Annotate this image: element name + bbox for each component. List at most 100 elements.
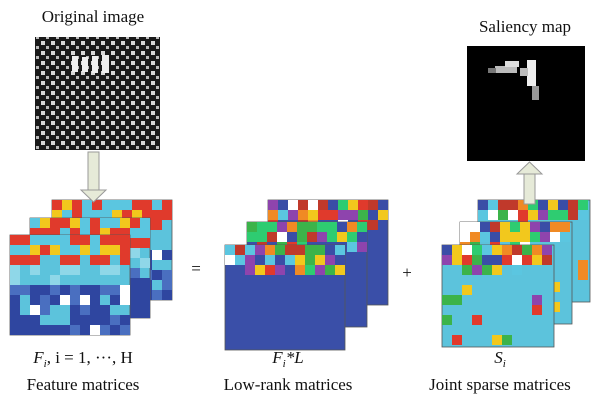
matrix-cell xyxy=(482,245,492,255)
matrix-cell xyxy=(60,255,70,265)
matrix-cell xyxy=(488,210,498,220)
matrix-cell xyxy=(442,255,452,265)
matrix-cell xyxy=(295,265,305,275)
matrix-cell xyxy=(498,210,508,220)
matrix-cell xyxy=(80,218,90,228)
sparse-caption: Joint sparse matrices xyxy=(429,375,571,394)
matrix-cell xyxy=(532,245,542,255)
matrix-cell xyxy=(265,255,275,265)
matrix-cell xyxy=(490,222,500,232)
matrix-cell xyxy=(297,232,307,242)
matrix-cell xyxy=(10,245,20,255)
matrix-cell xyxy=(40,218,50,228)
matrix-cell xyxy=(335,265,345,275)
matrix-cell xyxy=(325,245,335,255)
matrix-cell xyxy=(488,200,498,210)
matrix-cell xyxy=(255,245,265,255)
matrix-cell xyxy=(70,265,80,275)
matrix-cell xyxy=(82,200,92,210)
matrix-cell xyxy=(327,232,337,242)
matrix-cell xyxy=(268,200,278,210)
matrix-cell xyxy=(100,325,110,335)
matrix-cell xyxy=(277,232,287,242)
matrix-cell xyxy=(317,222,327,232)
sparse-symbol: Si xyxy=(494,348,506,370)
matrix-cell xyxy=(578,270,588,280)
matrix-cell xyxy=(335,245,345,255)
matrix-cell xyxy=(60,235,70,245)
matrix-cell xyxy=(110,315,120,325)
matrix-cell xyxy=(462,285,472,295)
matrix-cell xyxy=(520,232,530,242)
matrix-cell xyxy=(295,255,305,265)
matrix-cell xyxy=(337,232,347,242)
matrix-cell xyxy=(508,210,518,220)
matrix-cell xyxy=(142,200,152,210)
matrix-cell xyxy=(140,218,150,228)
matrix-cell xyxy=(478,200,488,210)
matrix-cell xyxy=(130,268,140,278)
matrix-cell xyxy=(357,222,367,232)
matrix-cell xyxy=(285,245,295,255)
matrix-cell xyxy=(480,222,490,232)
matrix-cell xyxy=(325,265,335,275)
low-rank-symbol: Fi*L xyxy=(271,348,303,370)
matrix-cell xyxy=(442,245,452,255)
matrix-cell xyxy=(275,265,285,275)
matrix-cell xyxy=(50,218,60,228)
matrix-cell xyxy=(110,265,120,275)
matrix-cell xyxy=(347,242,357,252)
matrix-cell xyxy=(530,232,540,242)
matrix-cell xyxy=(378,210,388,220)
matrix-cell xyxy=(492,265,502,275)
matrix-cell xyxy=(60,245,70,255)
matrix-cell xyxy=(492,335,502,345)
matrix-cell xyxy=(140,238,150,248)
matrix-cell xyxy=(548,200,558,210)
matrix-cell xyxy=(265,265,275,275)
matrix-cell xyxy=(257,232,267,242)
matrix-cell xyxy=(110,285,120,295)
matrix-cell xyxy=(275,245,285,255)
low-rank-matrix xyxy=(225,245,345,350)
matrix-cell xyxy=(502,245,512,255)
matrix-cell xyxy=(368,220,378,230)
matrix-cell xyxy=(90,245,100,255)
matrix-cell xyxy=(460,222,470,232)
matrix-cell xyxy=(338,210,348,220)
matrix-cell xyxy=(90,255,100,265)
matrix-cell xyxy=(510,222,520,232)
matrix-cell xyxy=(120,325,130,335)
matrix-cell xyxy=(442,315,452,325)
matrix-cell xyxy=(90,218,100,228)
matrix-cell xyxy=(327,222,337,232)
matrix-cell xyxy=(247,232,257,242)
matrix-cell xyxy=(90,235,100,245)
low-rank-caption: Low-rank matrices xyxy=(224,375,353,394)
matrix-cell xyxy=(508,200,518,210)
matrix-cell xyxy=(70,218,80,228)
matrix-cell xyxy=(30,235,40,245)
matrix-cell xyxy=(80,285,90,295)
matrix-cell xyxy=(130,288,140,298)
matrix-cell xyxy=(558,200,568,210)
matrix-cell xyxy=(140,298,150,308)
matrix-cell xyxy=(50,235,60,245)
matrix-cell xyxy=(578,210,588,220)
matrix-cell xyxy=(130,248,140,258)
matrix-cell xyxy=(287,232,297,242)
matrix-cell xyxy=(70,235,80,245)
matrix-cell xyxy=(10,285,20,295)
matrix-cell xyxy=(568,200,578,210)
matrix-cell xyxy=(140,308,150,318)
matrix-cell xyxy=(40,235,50,245)
matrix-cell xyxy=(30,305,40,315)
matrix-cell xyxy=(460,232,470,242)
matrix-cell xyxy=(285,255,295,265)
matrix-cell xyxy=(267,222,277,232)
matrix-cell xyxy=(122,200,132,210)
matrix-cell xyxy=(90,305,100,315)
matrix-cell xyxy=(490,232,500,242)
matrix-cell xyxy=(532,255,542,265)
original-image-title: Original image xyxy=(42,7,144,26)
